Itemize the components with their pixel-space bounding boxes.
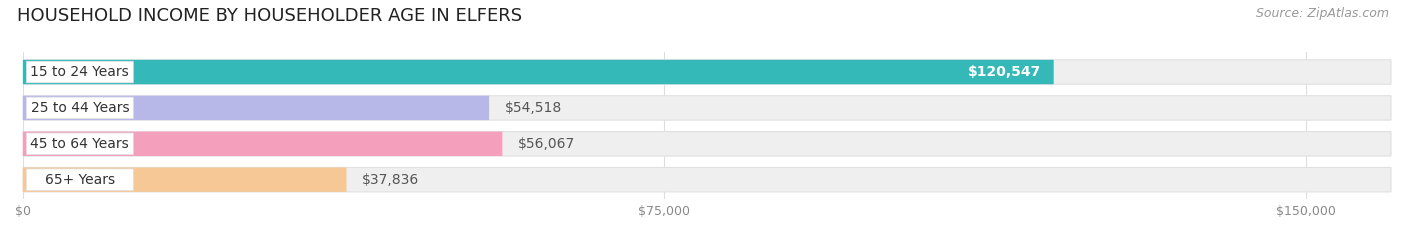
FancyBboxPatch shape xyxy=(22,132,1391,156)
FancyBboxPatch shape xyxy=(22,60,1391,84)
Text: $54,518: $54,518 xyxy=(505,101,562,115)
FancyBboxPatch shape xyxy=(22,96,1391,120)
FancyBboxPatch shape xyxy=(22,96,489,120)
Text: 25 to 44 Years: 25 to 44 Years xyxy=(31,101,129,115)
FancyBboxPatch shape xyxy=(27,133,134,154)
FancyBboxPatch shape xyxy=(22,168,1391,192)
FancyBboxPatch shape xyxy=(27,61,134,83)
Text: Source: ZipAtlas.com: Source: ZipAtlas.com xyxy=(1256,7,1389,20)
Text: $37,836: $37,836 xyxy=(361,173,419,187)
Text: HOUSEHOLD INCOME BY HOUSEHOLDER AGE IN ELFERS: HOUSEHOLD INCOME BY HOUSEHOLDER AGE IN E… xyxy=(17,7,522,25)
FancyBboxPatch shape xyxy=(27,169,134,190)
FancyBboxPatch shape xyxy=(27,97,134,119)
Text: 15 to 24 Years: 15 to 24 Years xyxy=(31,65,129,79)
FancyBboxPatch shape xyxy=(22,168,346,192)
Text: $120,547: $120,547 xyxy=(967,65,1040,79)
FancyBboxPatch shape xyxy=(22,60,1053,84)
Text: $56,067: $56,067 xyxy=(517,137,575,151)
FancyBboxPatch shape xyxy=(22,132,502,156)
Text: 65+ Years: 65+ Years xyxy=(45,173,115,187)
Text: 45 to 64 Years: 45 to 64 Years xyxy=(31,137,129,151)
